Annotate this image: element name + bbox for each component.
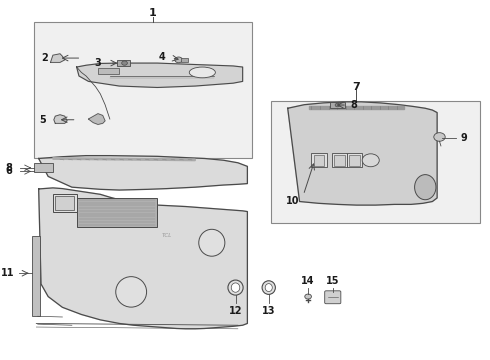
Ellipse shape [265, 284, 272, 292]
Ellipse shape [228, 280, 243, 295]
Bar [334, 155, 344, 166]
Bar [31, 235, 40, 316]
Bar [98, 68, 119, 74]
Text: 12: 12 [229, 306, 242, 316]
Polygon shape [89, 114, 105, 125]
Text: 6: 6 [6, 166, 13, 176]
Ellipse shape [415, 175, 436, 200]
Text: 8: 8 [351, 100, 358, 110]
Circle shape [122, 61, 127, 65]
Bar [181, 58, 188, 62]
FancyBboxPatch shape [325, 291, 341, 304]
Polygon shape [53, 158, 195, 161]
Ellipse shape [199, 229, 225, 256]
Bar [312, 153, 327, 167]
Bar [34, 22, 252, 158]
Bar [314, 155, 324, 166]
Polygon shape [50, 54, 65, 62]
Circle shape [175, 57, 182, 63]
Text: 5: 5 [39, 115, 46, 125]
Bar [330, 102, 344, 108]
Ellipse shape [189, 67, 216, 78]
Circle shape [362, 154, 379, 167]
Text: 7: 7 [353, 82, 360, 92]
Bar [347, 153, 362, 167]
Bar [53, 194, 76, 212]
Bar [76, 198, 157, 226]
Polygon shape [288, 102, 437, 205]
Polygon shape [76, 63, 243, 87]
Text: 2: 2 [41, 53, 48, 63]
Bar [349, 155, 360, 166]
Bar [34, 163, 53, 172]
Text: 10: 10 [286, 196, 299, 206]
Polygon shape [39, 156, 247, 190]
Bar [55, 196, 74, 211]
Text: 4: 4 [159, 52, 166, 62]
Polygon shape [54, 115, 67, 123]
Text: TCL: TCL [162, 233, 172, 238]
Circle shape [434, 133, 445, 141]
Ellipse shape [231, 283, 240, 292]
Polygon shape [309, 107, 404, 109]
Circle shape [305, 294, 312, 299]
Text: 1: 1 [148, 8, 156, 18]
Text: 14: 14 [301, 276, 315, 286]
Text: 3: 3 [95, 58, 101, 68]
Bar [117, 60, 130, 66]
Circle shape [335, 103, 340, 107]
Polygon shape [39, 188, 247, 329]
Text: 13: 13 [262, 306, 275, 316]
Text: 9: 9 [461, 133, 467, 143]
Ellipse shape [262, 281, 275, 294]
Ellipse shape [116, 276, 147, 307]
Bar [332, 153, 347, 167]
Text: 15: 15 [326, 276, 340, 286]
Bar [271, 101, 480, 223]
Text: 8: 8 [6, 163, 13, 173]
Text: 11: 11 [0, 268, 14, 278]
